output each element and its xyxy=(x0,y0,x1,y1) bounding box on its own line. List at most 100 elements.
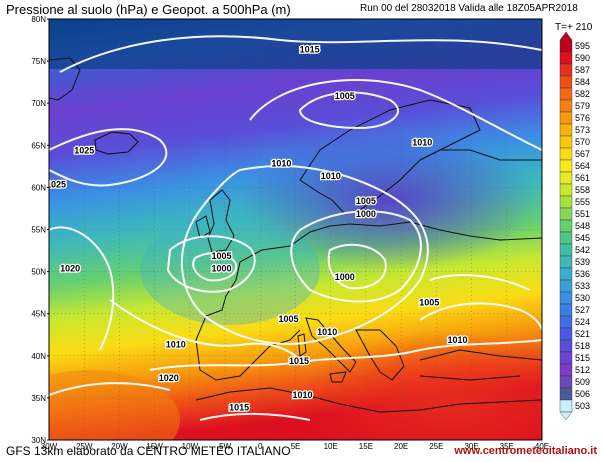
latitude-axis: 80N 75N 70N 65N 60N 55N 50N 45N 40N 35N 30N xyxy=(31,15,49,445)
isobar-1015-north xyxy=(59,35,542,73)
isobar-label: 1005 xyxy=(212,251,232,261)
colorbar-box xyxy=(559,123,573,137)
isobar-label: 1005 xyxy=(356,196,376,206)
colorbar-box xyxy=(559,99,573,113)
isobar-label: 1010 xyxy=(321,171,341,181)
lon-tick-label: 30E xyxy=(464,442,478,451)
isobar-label: 1010 xyxy=(271,158,291,168)
colorbar-label: 512 xyxy=(575,365,590,375)
warm-west-atlantic xyxy=(49,370,180,440)
chart-title: Pressione al suolo (hPa) e Geopot. a 500… xyxy=(6,2,291,17)
colorbar-label: 509 xyxy=(575,377,590,387)
isobar-label: 1010 xyxy=(317,327,337,337)
turkey xyxy=(419,349,542,381)
isobar-label: 1000 xyxy=(212,264,232,274)
colorbar-box xyxy=(559,303,573,317)
colorbar-top-arrow xyxy=(559,31,573,41)
website-link[interactable]: www.centrometeoitaliano.it xyxy=(454,445,597,457)
colorbar-boxes xyxy=(559,31,573,421)
isobar-1020-south xyxy=(49,382,171,396)
colorbar-label: 570 xyxy=(575,137,590,147)
lon-tick-label: 5E xyxy=(291,442,301,451)
colorbar-label: 579 xyxy=(575,101,590,111)
lon-tick-label: 40E xyxy=(535,442,549,451)
colorbar-box xyxy=(559,387,573,401)
lon-tick-label: 10W xyxy=(182,442,199,451)
colorbar-box xyxy=(559,351,573,365)
isobar-1010-iberia xyxy=(109,299,301,361)
colorbar-label: 506 xyxy=(575,389,590,399)
colorbar-box xyxy=(559,267,573,281)
colorbar-box xyxy=(559,279,573,293)
colorbar-label: 558 xyxy=(575,185,590,195)
colorbar-box xyxy=(559,87,573,101)
colorbar-box xyxy=(559,231,573,245)
isobar-label: 1025 xyxy=(74,146,94,156)
lon-tick-label: 20W xyxy=(111,442,128,451)
colorbar-box xyxy=(559,315,573,329)
colorbar-label: 515 xyxy=(575,353,590,363)
isobar-label: 1015 xyxy=(229,403,249,413)
italy xyxy=(305,317,357,373)
lat-tick-label: 65N xyxy=(31,141,46,150)
colorbar-bottom-arrow xyxy=(559,411,573,421)
isobar-label: 1010 xyxy=(412,137,432,147)
lat-tick-label: 40N xyxy=(31,352,46,361)
isobar-1000-inner xyxy=(327,243,387,290)
isobar-label: 1005 xyxy=(419,297,439,307)
colorbar-label: 533 xyxy=(575,281,590,291)
isobar-label: 1010 xyxy=(447,335,467,345)
colorbar-box xyxy=(559,243,573,257)
colorbar-label: 518 xyxy=(575,341,590,351)
sicily xyxy=(329,371,347,383)
colorbar-box xyxy=(559,339,573,353)
colorbar-box xyxy=(559,327,573,341)
footer-website[interactable]: www.centrometeoitaliano.it xyxy=(454,445,597,457)
isobar-1005-east xyxy=(429,274,531,291)
isobar-label: 1025 xyxy=(46,179,66,189)
colorbar-label: 564 xyxy=(575,161,590,171)
lat-tick-label: 60N xyxy=(31,183,46,192)
colorbar-label: 582 xyxy=(575,89,590,99)
isobar-1005-norway xyxy=(298,91,399,130)
lon-tick-label: 20E xyxy=(394,442,408,451)
colorbar-box xyxy=(559,219,573,233)
colorbar-label: 503 xyxy=(575,401,590,411)
isobar-label: 1015 xyxy=(289,356,309,366)
isobar-1005-biscay xyxy=(166,235,256,293)
isobar-1010-north xyxy=(249,79,542,151)
lon-tick-label: 25W xyxy=(76,442,93,451)
isobar-label: 1000 xyxy=(335,272,355,282)
colorbar-box xyxy=(559,63,573,77)
colorbar-label: 527 xyxy=(575,305,590,315)
colorbar-box xyxy=(559,291,573,305)
british-isles xyxy=(195,189,235,253)
colorbar-label: 524 xyxy=(575,317,590,327)
colorbar-box xyxy=(559,171,573,185)
colorbar-label: 548 xyxy=(575,221,590,231)
forecast-timestep: T=+ 210 xyxy=(555,22,593,33)
isobar-1000-biscay xyxy=(192,252,238,282)
isobar-label: 1010 xyxy=(166,339,186,349)
isobar-label: 1000 xyxy=(356,209,376,219)
colorbar-label: 530 xyxy=(575,293,590,303)
isobar-label: 1010 xyxy=(293,390,313,400)
isobar-1010-east xyxy=(419,302,542,331)
colorbar-box xyxy=(559,363,573,377)
isobar-label: 1005 xyxy=(278,314,298,324)
colorbar-label: 590 xyxy=(575,53,590,63)
lat-tick-label: 35N xyxy=(31,394,46,403)
colorbar-label: 584 xyxy=(575,77,590,87)
finland-russia xyxy=(419,149,542,161)
lon-tick-label: 10E xyxy=(324,442,338,451)
colorbar-box xyxy=(559,207,573,221)
colorbar-box xyxy=(559,159,573,173)
lat-tick-label: 50N xyxy=(31,268,46,277)
colorbar-label: 555 xyxy=(575,197,590,207)
lon-tick-label: 15E xyxy=(359,442,373,451)
colorbar-label: 567 xyxy=(575,149,590,159)
isobar-1025-west xyxy=(49,128,168,187)
colorbar-box xyxy=(559,255,573,269)
colorbar-box xyxy=(559,399,573,413)
